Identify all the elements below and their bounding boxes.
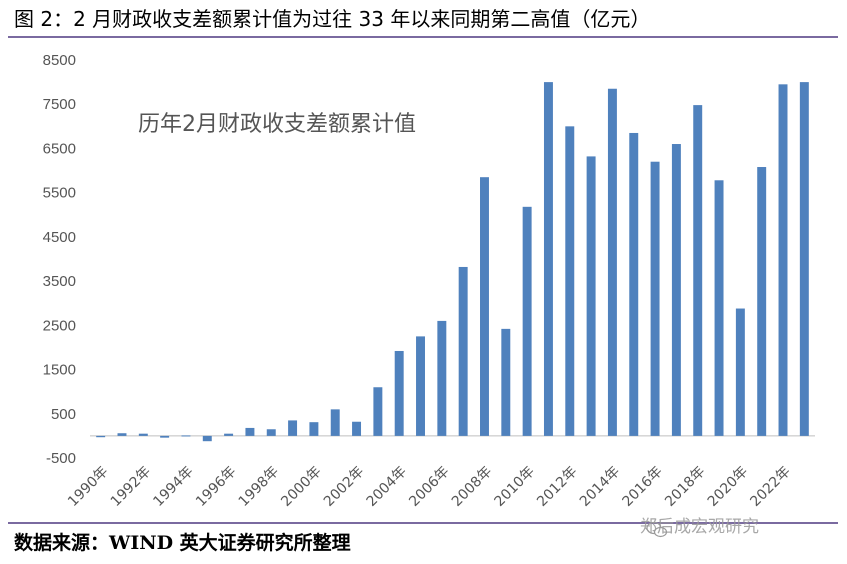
x-tick-label: 2002年 <box>321 464 367 510</box>
bar-1990 <box>96 435 106 438</box>
bar-2005 <box>416 336 425 436</box>
bar-1994 <box>181 435 191 437</box>
bar-2009 <box>501 328 511 436</box>
bar-1998 <box>266 429 276 436</box>
wechat-icon <box>646 521 668 538</box>
bar-2000 <box>309 422 319 436</box>
y-tick-label: 4500 <box>43 229 76 246</box>
bar-2010 <box>522 206 532 436</box>
bar-2017 <box>671 144 681 436</box>
bar-2014 <box>607 88 617 436</box>
bar-1997 <box>245 427 255 436</box>
y-tick-label: 500 <box>51 406 76 423</box>
bar-2018 <box>693 105 703 436</box>
bar-2006 <box>437 320 447 436</box>
bar-2016 <box>650 161 660 436</box>
y-tick-label: 2500 <box>43 317 76 334</box>
bar-1995 <box>202 435 212 442</box>
bar-2021 <box>757 167 767 436</box>
bar-2008 <box>480 177 489 436</box>
x-tick-label: 2014年 <box>577 464 623 510</box>
chart-title: 历年2月财政收支差额累计值 <box>138 112 416 137</box>
bar-2004 <box>394 350 404 436</box>
bottom-rule <box>8 522 838 524</box>
x-tick-label: 2022年 <box>747 464 793 510</box>
source-note: 数据来源：WIND 英大证券研究所整理 <box>14 532 351 554</box>
y-tick-label: 1500 <box>43 362 76 379</box>
x-tick-label: 1998年 <box>236 464 282 510</box>
x-tick-label: 2018年 <box>662 464 708 510</box>
bar-2011 <box>543 82 553 436</box>
x-tick-label: 2004年 <box>364 464 410 510</box>
x-tick-label: 2008年 <box>449 464 495 510</box>
y-tick-label: 5500 <box>43 185 76 202</box>
x-tick-label: 2020年 <box>705 464 751 510</box>
figure-title: 图 2：2 月财政收支差额累计值为过往 33 年以来同期第二高值（亿元） <box>14 7 651 31</box>
bar-1999 <box>288 420 298 436</box>
bar-1991 <box>117 433 127 436</box>
x-tick-label: 2016年 <box>619 464 665 510</box>
top-rule <box>8 36 838 38</box>
bar-2012 <box>565 126 575 436</box>
x-tick-label: 1990年 <box>65 464 111 510</box>
y-tick-label: 8500 <box>43 52 76 69</box>
x-tick-label: 2012年 <box>534 464 580 510</box>
x-axis-ticks: 1990年1992年1994年1996年1998年2000年2002年2004年… <box>65 464 794 510</box>
bar-1996 <box>224 433 234 436</box>
x-tick-label: 2000年 <box>278 464 324 510</box>
x-tick-label: 2006年 <box>406 464 452 510</box>
bar-2023 <box>799 82 809 436</box>
x-tick-label: 1996年 <box>193 464 239 510</box>
bar-2019 <box>714 180 724 436</box>
bars <box>96 82 809 442</box>
x-tick-label: 1994年 <box>150 464 196 510</box>
watermark: 郑后成宏观研究 <box>640 517 759 537</box>
bar-2003 <box>373 387 383 436</box>
bar-chart: -50050015002500350045005500650075008500 … <box>43 52 815 510</box>
y-tick-label: 7500 <box>43 96 76 113</box>
y-tick-label: 3500 <box>43 273 76 290</box>
bar-2001 <box>330 409 340 436</box>
bar-1993 <box>160 435 170 438</box>
bar-2015 <box>629 132 639 436</box>
bar-2002 <box>352 421 362 436</box>
x-tick-label: 2010年 <box>492 464 538 510</box>
bar-2022 <box>778 84 788 436</box>
bar-2007 <box>458 266 468 436</box>
bar-2020 <box>735 308 745 436</box>
y-axis-ticks: -500 500 1500 2500 3500 4500 5500 6500 7500 8500 <box>43 52 76 467</box>
x-tick-label: 1992年 <box>108 464 154 510</box>
y-tick-label: -500 <box>46 450 76 467</box>
bar-1992 <box>138 433 148 436</box>
y-tick-label: 6500 <box>43 140 76 157</box>
bar-2013 <box>586 156 596 436</box>
